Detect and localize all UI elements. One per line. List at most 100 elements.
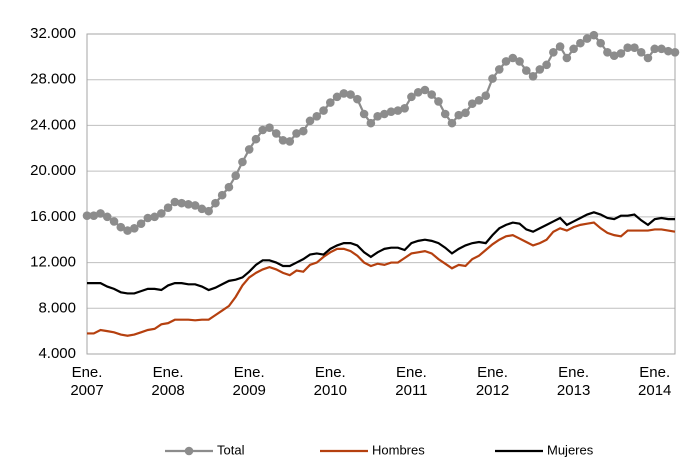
- data-point: [305, 116, 315, 126]
- data-point: [143, 213, 153, 223]
- data-point: [609, 51, 619, 61]
- data-point: [292, 129, 301, 138]
- data-point: [440, 109, 450, 119]
- data-point: [89, 211, 99, 221]
- data-point: [657, 44, 666, 54]
- data-point: [380, 109, 389, 119]
- data-point: [211, 198, 220, 208]
- data-point: [663, 46, 673, 56]
- x-tick-label: Ene. 2007: [70, 364, 104, 399]
- data-point: [204, 206, 213, 216]
- series-line: [87, 211, 675, 295]
- data-point: [278, 135, 288, 145]
- legend-marker: [184, 446, 194, 456]
- data-point: [366, 118, 376, 128]
- data-point: [386, 107, 396, 117]
- x-tick-label: Ene. 2011: [395, 364, 428, 399]
- data-point: [258, 125, 268, 135]
- data-point: [150, 212, 159, 222]
- data-point: [650, 44, 660, 54]
- data-point: [616, 49, 626, 58]
- data-point: [231, 171, 240, 181]
- data-point: [238, 157, 247, 167]
- data-point: [467, 99, 477, 109]
- data-point: [454, 110, 464, 120]
- data-point: [170, 197, 180, 207]
- data-point: [515, 57, 524, 66]
- data-point: [163, 203, 173, 213]
- data-point: [461, 108, 470, 118]
- x-tick-label: Ene. 2008: [151, 364, 185, 399]
- x-tick-label: Ene. 2012: [475, 364, 510, 399]
- data-point: [582, 34, 592, 43]
- data-point: [339, 89, 349, 98]
- data-point: [393, 106, 403, 115]
- data-point: [623, 43, 632, 53]
- y-tick-label: 4.000: [38, 345, 76, 362]
- data-point: [319, 106, 328, 115]
- data-point: [434, 97, 443, 106]
- data-point: [359, 109, 369, 119]
- data-point: [326, 98, 335, 107]
- y-tick-label: 8.000: [38, 299, 76, 316]
- data-point: [224, 182, 234, 192]
- data-point: [589, 30, 599, 40]
- data-point: [102, 212, 112, 222]
- data-point: [373, 111, 382, 121]
- data-point: [596, 38, 605, 48]
- data-point: [136, 219, 146, 229]
- data-point: [603, 47, 612, 57]
- data-point: [109, 217, 119, 226]
- data-point: [82, 211, 92, 221]
- legend-label: Total: [217, 442, 245, 457]
- data-point: [488, 74, 497, 83]
- y-tick-label: 28.000: [30, 71, 76, 88]
- data-point: [427, 90, 436, 99]
- data-point: [130, 223, 139, 233]
- data-point: [312, 111, 322, 121]
- data-point: [630, 43, 639, 53]
- data-point: [244, 145, 254, 154]
- x-tick-label: Ene. 2010: [313, 364, 347, 399]
- y-tick-label: 20.000: [30, 162, 76, 179]
- x-tick-label: Ene. 2014: [638, 364, 672, 399]
- data-point: [96, 209, 105, 218]
- data-point: [549, 47, 558, 57]
- data-point: [332, 92, 342, 102]
- data-point: [481, 91, 491, 101]
- data-point: [157, 209, 166, 218]
- data-point: [522, 66, 531, 75]
- y-tick-label: 24.000: [30, 116, 76, 133]
- series-line: [87, 221, 676, 337]
- data-point: [177, 198, 186, 208]
- data-point: [413, 87, 423, 97]
- data-point: [535, 65, 545, 74]
- y-tick-label: 32.000: [30, 25, 76, 42]
- data-point: [555, 42, 565, 51]
- data-point: [265, 123, 274, 133]
- y-tick-label: 16.000: [30, 208, 76, 225]
- data-point: [670, 47, 680, 57]
- legend-label: Mujeres: [547, 442, 594, 457]
- data-point: [636, 47, 646, 57]
- data-point: [251, 134, 261, 144]
- data-point: [576, 38, 585, 48]
- data-point: [190, 201, 200, 210]
- y-tick-label: 12.000: [30, 254, 76, 271]
- data-point: [501, 57, 511, 66]
- data-point: [400, 103, 409, 113]
- data-point: [285, 137, 295, 146]
- data-point: [569, 44, 578, 54]
- data-point: [271, 129, 281, 138]
- data-point: [407, 92, 416, 102]
- data-point: [528, 71, 538, 81]
- data-point: [346, 90, 355, 99]
- data-point: [298, 126, 308, 136]
- data-point: [494, 65, 504, 74]
- data-point: [184, 199, 193, 209]
- data-point: [447, 118, 457, 128]
- x-tick-label: Ene. 2009: [232, 364, 266, 399]
- data-point: [197, 204, 207, 214]
